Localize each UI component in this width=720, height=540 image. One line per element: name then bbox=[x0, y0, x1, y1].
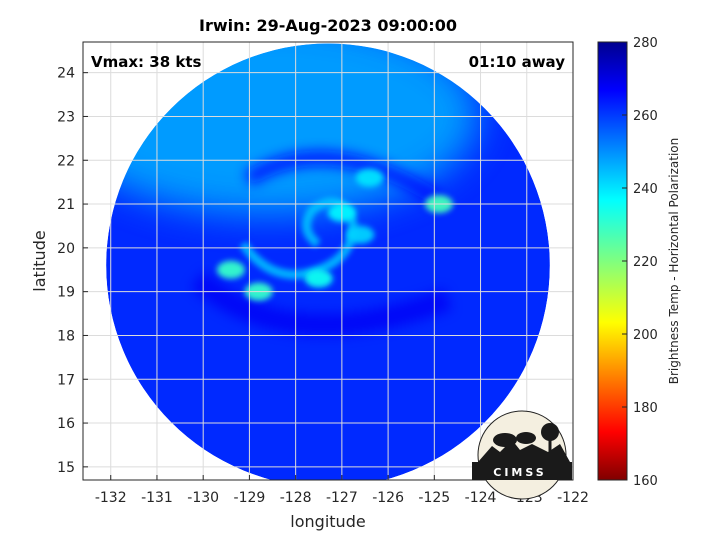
x-tick-label: -131 bbox=[141, 490, 173, 506]
colorbar-tick-label: 200 bbox=[633, 328, 658, 343]
y-tick-label: 15 bbox=[57, 460, 75, 476]
y-tick-label: 18 bbox=[57, 328, 75, 344]
bright-feature bbox=[346, 225, 375, 244]
y-tick-label: 21 bbox=[57, 197, 75, 213]
y-tick-label: 17 bbox=[57, 372, 75, 388]
x-tick-label: -122 bbox=[557, 490, 589, 506]
axes-box bbox=[82, 41, 574, 481]
x-tick-label: -126 bbox=[372, 490, 404, 506]
y-tick-label: 23 bbox=[57, 109, 75, 125]
x-tick-label: -128 bbox=[280, 490, 312, 506]
x-tick-label: -125 bbox=[418, 490, 450, 506]
y-tick-label: 16 bbox=[57, 416, 75, 432]
colorbar-tick-label: 240 bbox=[633, 182, 658, 197]
x-tick-label: -129 bbox=[234, 490, 266, 506]
colorbar-tick-label: 160 bbox=[633, 474, 658, 489]
x-axis-ticks: -132-131-130-129-128-127-126-125-124-123… bbox=[95, 475, 589, 506]
y-axis-ticks: 15 16 17 18 19 20 21 22 23 24 bbox=[57, 66, 88, 476]
colorbar-tick-label: 260 bbox=[633, 109, 658, 124]
y-tick-label: 22 bbox=[57, 153, 75, 169]
grid-lines bbox=[83, 42, 574, 480]
cimss-logo: CIMSS bbox=[472, 410, 572, 500]
x-tick-label: -127 bbox=[326, 490, 358, 506]
bright-feature bbox=[304, 269, 333, 288]
swath-dark-band bbox=[190, 270, 452, 336]
swath-dark-band bbox=[243, 150, 443, 206]
bright-feature bbox=[216, 260, 245, 279]
x-tick-label: -132 bbox=[95, 490, 127, 506]
colorbar-tick-label: 280 bbox=[633, 36, 658, 51]
x-tick-label: -130 bbox=[187, 490, 219, 506]
colorbar-tick-label: 220 bbox=[633, 255, 658, 270]
y-tick-label: 20 bbox=[57, 241, 75, 257]
x-tick-label: -124 bbox=[465, 490, 497, 506]
y-tick-label: 24 bbox=[57, 66, 75, 82]
y-axis-label: latitude bbox=[30, 230, 49, 291]
chart-title: Irwin: 29-Aug-2023 09:00:00 bbox=[199, 16, 457, 35]
colorbar-tick-label: 180 bbox=[633, 401, 658, 416]
colorbar-ticks: 160 180 200 220 240 260 280 bbox=[622, 36, 658, 489]
bright-feature bbox=[355, 168, 384, 187]
colorbar-label: Brightness Temp - Horizontal Polarizatio… bbox=[667, 138, 681, 385]
x-axis-label: longitude bbox=[290, 512, 365, 531]
vmax-annotation: Vmax: 38 kts bbox=[91, 53, 201, 71]
y-tick-label: 19 bbox=[57, 285, 75, 301]
time-offset-annotation: 01:10 away bbox=[469, 53, 566, 71]
svg-text:CIMSS: CIMSS bbox=[493, 466, 546, 479]
